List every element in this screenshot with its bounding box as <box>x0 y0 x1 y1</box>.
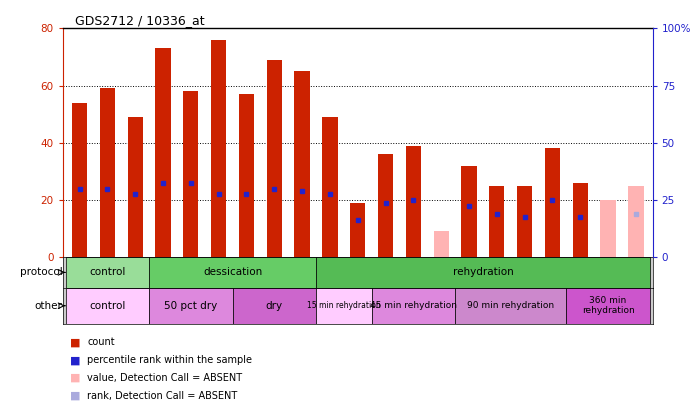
Bar <box>350 203 365 257</box>
Bar <box>156 48 170 257</box>
Text: percentile rank within the sample: percentile rank within the sample <box>87 355 252 365</box>
Text: control: control <box>89 301 126 311</box>
Text: 15 min rehydration: 15 min rehydration <box>307 301 380 310</box>
Text: ■: ■ <box>70 373 80 383</box>
Bar <box>628 185 644 257</box>
Bar <box>322 117 338 257</box>
Bar <box>149 257 316 288</box>
Bar <box>149 288 232 324</box>
Bar <box>461 166 477 257</box>
Bar <box>371 288 455 324</box>
Text: ■: ■ <box>70 391 80 401</box>
Text: ■: ■ <box>70 337 80 347</box>
Bar <box>316 257 650 288</box>
Bar <box>433 231 449 257</box>
Bar <box>566 288 650 324</box>
Text: ■: ■ <box>70 355 80 365</box>
Bar <box>406 146 421 257</box>
Text: other: other <box>34 301 62 311</box>
Text: rank, Detection Call = ABSENT: rank, Detection Call = ABSENT <box>87 391 237 401</box>
Bar <box>316 288 371 324</box>
Bar <box>72 103 87 257</box>
Text: value, Detection Call = ABSENT: value, Detection Call = ABSENT <box>87 373 242 383</box>
Text: dessication: dessication <box>203 267 262 277</box>
Bar <box>239 94 254 257</box>
Text: control: control <box>89 267 126 277</box>
Bar <box>128 117 143 257</box>
Text: count: count <box>87 337 115 347</box>
Bar <box>600 200 616 257</box>
Text: protocol: protocol <box>20 267 62 277</box>
Text: 90 min rehydration: 90 min rehydration <box>467 301 554 310</box>
Bar <box>517 185 533 257</box>
Text: 45 min rehydration: 45 min rehydration <box>370 301 457 310</box>
Bar <box>295 71 310 257</box>
Text: 50 pct dry: 50 pct dry <box>164 301 217 311</box>
Bar <box>378 154 393 257</box>
Text: GDS2712 / 10336_at: GDS2712 / 10336_at <box>75 14 205 27</box>
Bar <box>455 288 566 324</box>
Text: dry: dry <box>266 301 283 311</box>
Bar <box>572 183 588 257</box>
Text: 360 min
rehydration: 360 min rehydration <box>581 296 634 315</box>
Bar <box>183 91 198 257</box>
Bar <box>267 60 282 257</box>
Bar <box>232 288 316 324</box>
Text: rehydration: rehydration <box>452 267 513 277</box>
Bar <box>66 257 149 288</box>
Bar <box>489 185 505 257</box>
Bar <box>211 40 226 257</box>
Bar <box>100 88 115 257</box>
Bar <box>545 149 560 257</box>
Bar <box>66 288 149 324</box>
